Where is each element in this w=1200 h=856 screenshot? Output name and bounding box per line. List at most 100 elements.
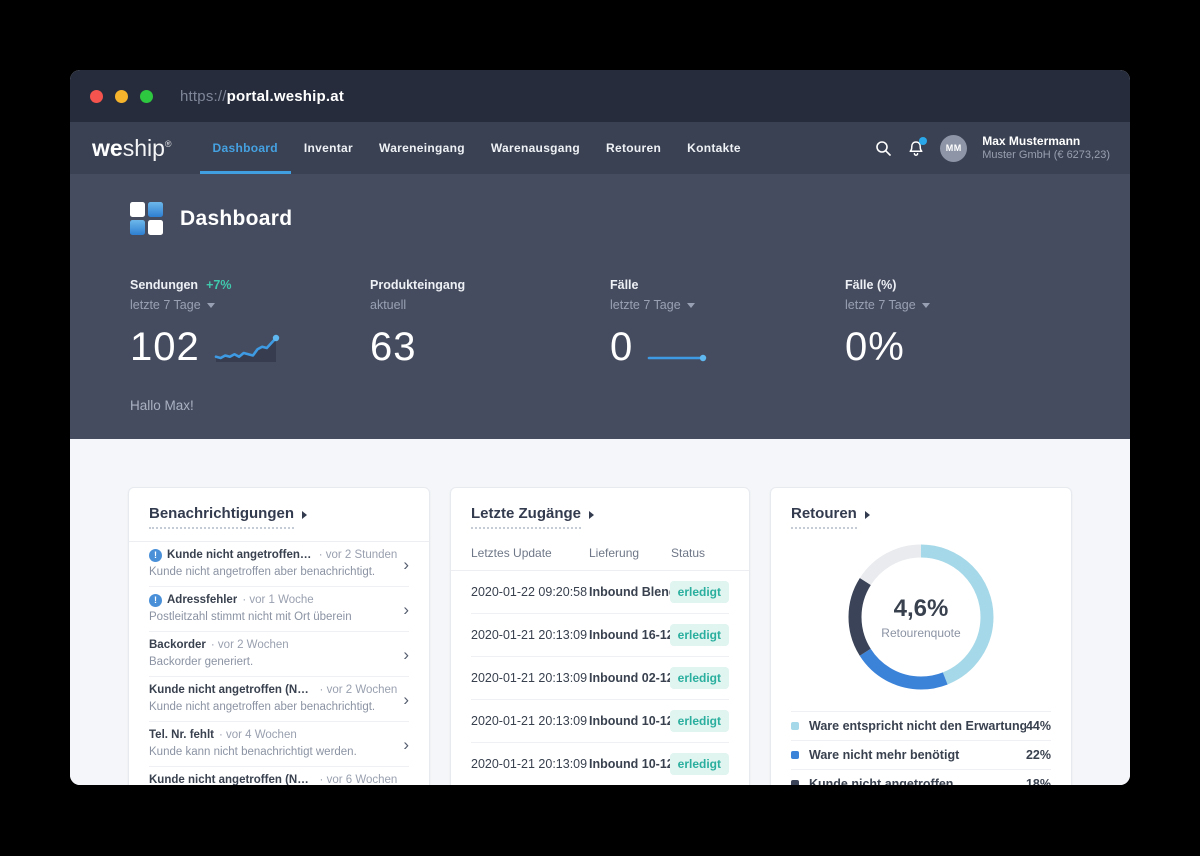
kpi-value: 102 bbox=[130, 325, 200, 369]
url-domain: portal.weship.at bbox=[226, 87, 345, 105]
notification-item[interactable]: Kunde nicht angetroffen (NAB2)vor 6 Woch… bbox=[149, 767, 409, 785]
returns-title-link[interactable]: Retouren bbox=[791, 505, 870, 529]
status-badge: erledigt bbox=[669, 624, 729, 646]
status-badge: erledigt bbox=[669, 753, 729, 775]
greeting-text: Hallo Max! bbox=[130, 398, 194, 413]
period-dropdown[interactable]: letzte 7 Tage bbox=[130, 298, 215, 312]
dashboard-icon bbox=[130, 202, 163, 235]
recent-title-link[interactable]: Letzte Zugänge bbox=[471, 505, 595, 529]
close-window-button[interactable] bbox=[90, 89, 103, 103]
caret-right-icon bbox=[864, 511, 870, 519]
kpi-label: Fälle (%) bbox=[845, 278, 897, 292]
table-header: Letztes Update Lieferung Status bbox=[471, 546, 706, 560]
status-badge: erledigt bbox=[669, 667, 729, 689]
bell-icon[interactable] bbox=[907, 136, 928, 157]
divider bbox=[129, 541, 429, 542]
returns-card: Retouren 4,6% Retourenquote Ware entspri… bbox=[770, 487, 1072, 785]
nav-item-wareneingang[interactable]: Wareneingang bbox=[379, 141, 465, 155]
donut-center-value: 4,6% bbox=[893, 594, 949, 622]
kpi-label: Produkteingang bbox=[370, 278, 466, 292]
kpi-label: Fälle bbox=[610, 278, 639, 292]
logo[interactable]: weship® bbox=[92, 134, 172, 161]
recent-inbounds-card: Letzte Zugänge Letztes Update Lieferung … bbox=[450, 487, 750, 785]
caret-down-icon bbox=[686, 303, 695, 308]
chevron-right-icon bbox=[403, 556, 409, 573]
navbar-right: MM Max Mustermann Muster GmbH (€ 6273,23… bbox=[875, 134, 1110, 163]
returns-donut-chart: 4,6% Retourenquote bbox=[841, 537, 1001, 697]
status-badge: erledigt bbox=[669, 710, 729, 732]
kpi-label: Sendungen bbox=[130, 278, 199, 292]
kpi-delta: +7% bbox=[206, 278, 232, 292]
user-org: Muster GmbH (€ 6273,23) bbox=[982, 148, 1110, 161]
sendungen-sparkline bbox=[214, 334, 279, 362]
kpi-value: 63 bbox=[370, 325, 417, 369]
table-row[interactable]: 2020-01-21 20:13:09 Inbound 02-12-20… er… bbox=[471, 657, 729, 700]
main-nav: Dashboard Inventar Wareneingang Warenaus… bbox=[200, 122, 754, 174]
search-icon[interactable] bbox=[875, 140, 892, 157]
user-name: Max Mustermann bbox=[982, 133, 1081, 148]
kpi-value: 0% bbox=[845, 325, 905, 369]
alert-icon bbox=[149, 549, 162, 562]
table-row[interactable]: 2020-01-21 20:13:09 Inbound 10-12-20… er… bbox=[471, 700, 729, 743]
table-row[interactable]: 2020-01-22 09:20:58 Inbound Blender… erl… bbox=[471, 571, 729, 614]
nav-item-retouren[interactable]: Retouren bbox=[606, 141, 662, 155]
user-menu[interactable]: Max Mustermann Muster GmbH (€ 6273,23) bbox=[982, 134, 1110, 163]
period-dropdown[interactable]: letzte 7 Tage bbox=[845, 298, 930, 312]
kpi-faelle-prozent: Fälle (%) letzte 7 Tage 0% bbox=[845, 278, 1085, 367]
dashboard-hero: Dashboard Sendungen +7% letzte 7 Tage 102… bbox=[70, 174, 1130, 439]
notification-dot bbox=[919, 136, 928, 145]
chevron-right-icon bbox=[403, 601, 409, 618]
notification-item[interactable]: Backordervor 2 Wochen Backorder generier… bbox=[149, 632, 409, 677]
table-row[interactable]: 2020-01-21 20:13:09 Inbound 16-12-20… er… bbox=[471, 614, 729, 657]
legend-item: Ware nicht mehr benötigt 22% bbox=[791, 740, 1051, 769]
caret-down-icon bbox=[206, 303, 215, 308]
chevron-right-icon bbox=[403, 736, 409, 753]
kpi-produkteingang: Produkteingang aktuell 63 bbox=[370, 278, 466, 369]
chevron-right-icon bbox=[403, 691, 409, 708]
period-dropdown[interactable]: letzte 7 Tage bbox=[610, 298, 695, 312]
kpi-sendungen: Sendungen +7% letzte 7 Tage 102 bbox=[130, 278, 370, 367]
nav-item-inventar[interactable]: Inventar bbox=[303, 141, 354, 155]
url-bar[interactable]: https://portal.weship.at bbox=[180, 88, 344, 105]
chevron-right-icon bbox=[403, 646, 409, 663]
kpi-faelle: Fälle letzte 7 Tage 0 bbox=[610, 278, 845, 367]
nav-item-kontakte[interactable]: Kontakte bbox=[687, 141, 741, 155]
notifications-title-link[interactable]: Benachrichtigungen bbox=[149, 505, 308, 529]
hero-header: Dashboard bbox=[130, 202, 292, 235]
legend-swatch bbox=[791, 722, 799, 730]
avatar[interactable]: MM bbox=[940, 134, 968, 162]
divider bbox=[451, 570, 749, 571]
top-navbar: weship® Dashboard Inventar Wareneingang … bbox=[70, 122, 1130, 174]
table-row[interactable]: 2020-01-21 20:13:09 Inbound 10-12-20… er… bbox=[471, 743, 729, 785]
donut-center-label: Retourenquote bbox=[881, 625, 961, 640]
url-scheme: https:// bbox=[180, 87, 227, 105]
notification-item[interactable]: Kunde nicht angetroffen (NAB2)vor 2 Stun… bbox=[149, 542, 409, 587]
notification-item[interactable]: Kunde nicht angetroffen (NAB2)vor 2 Woch… bbox=[149, 677, 409, 722]
zoom-window-button[interactable] bbox=[140, 89, 153, 103]
caret-right-icon bbox=[589, 511, 595, 519]
kpi-row: Sendungen +7% letzte 7 Tage 102 Produktei… bbox=[130, 278, 1085, 367]
caret-right-icon bbox=[302, 511, 308, 519]
nav-item-dashboard[interactable]: Dashboard bbox=[200, 122, 291, 174]
kpi-value: 0 bbox=[610, 325, 634, 369]
notification-item[interactable]: Tel. Nr. fehltvor 4 Wochen Kunde kann ni… bbox=[149, 722, 409, 767]
nav-item-warenausgang[interactable]: Warenausgang bbox=[490, 141, 581, 155]
legend-item: Kunde nicht angetroffen 18% bbox=[791, 769, 1051, 785]
alert-icon bbox=[149, 594, 162, 607]
status-badge: erledigt bbox=[669, 581, 729, 603]
browser-chrome: https://portal.weship.at bbox=[70, 70, 1130, 122]
browser-window: https://portal.weship.at weship® Dashboa… bbox=[70, 70, 1130, 785]
chevron-right-icon bbox=[403, 781, 409, 786]
notifications-card: Benachrichtigungen Kunde nicht angetroff… bbox=[128, 487, 430, 785]
minimize-window-button[interactable] bbox=[115, 89, 128, 103]
legend-swatch bbox=[791, 780, 799, 785]
faelle-sparkline bbox=[647, 354, 707, 362]
content-area: Benachrichtigungen Kunde nicht angetroff… bbox=[70, 439, 1130, 785]
legend-swatch bbox=[791, 751, 799, 759]
notification-item[interactable]: Adressfehlervor 1 Woche Postleitzahl sti… bbox=[149, 587, 409, 632]
page-title: Dashboard bbox=[180, 206, 293, 230]
donut-legend: Ware entspricht nicht den Erwartungen 44… bbox=[791, 711, 1051, 785]
registered-mark: ® bbox=[164, 138, 172, 149]
legend-item: Ware entspricht nicht den Erwartungen 44… bbox=[791, 711, 1051, 740]
